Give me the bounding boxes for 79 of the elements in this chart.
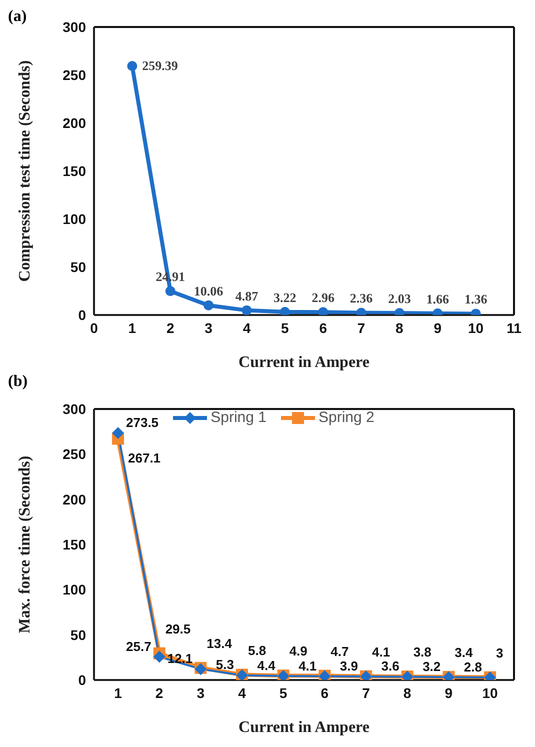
x-tick-label: 2 [166, 320, 174, 336]
x-tick-label: 10 [482, 684, 498, 701]
y-tick-label: 200 [62, 114, 86, 131]
point [242, 305, 252, 315]
point [280, 306, 290, 315]
data-label: 259.39 [142, 58, 178, 73]
x-tick-label: 0 [90, 320, 98, 336]
y-tick-label: 0 [78, 672, 86, 688]
legend-label: Spring 1 [210, 409, 266, 426]
data-label: 5.3 [216, 657, 234, 672]
x-tick-label: 7 [357, 320, 366, 336]
data-label: 25.7 [126, 638, 152, 654]
data-label: 4.1 [298, 658, 317, 674]
x-tick-label: 1 [114, 684, 122, 701]
y-tick-label: 150 [62, 536, 86, 552]
data-label: 13.4 [206, 636, 233, 651]
chart-title: (b) [8, 373, 28, 391]
y-tick-label: 150 [62, 162, 86, 179]
data-label: 4.4 [257, 658, 276, 674]
x-tick-label: 2 [155, 684, 164, 701]
y-tick-label: 200 [62, 491, 86, 508]
point [112, 426, 124, 439]
y-tick-label: 250 [62, 66, 86, 83]
y-tick-label: 50 [70, 258, 86, 275]
x-tick-label: 9 [434, 320, 442, 336]
x-tick-label: 4 [242, 320, 251, 336]
y-axis-title: Max. force time (Seconds) [16, 456, 34, 634]
x-tick-label: 8 [396, 320, 404, 336]
x-tick-label: 8 [403, 684, 412, 701]
data-label: 2.96 [312, 290, 335, 306]
y-tick-label: 100 [62, 210, 86, 227]
x-tick-label: 6 [320, 684, 329, 701]
data-label: 29.5 [165, 621, 191, 636]
data-label: 3.2 [422, 659, 441, 674]
y-tick-label: 100 [62, 582, 86, 598]
data-label: 4.9 [289, 644, 308, 659]
y-tick-label: 0 [78, 306, 86, 323]
x-tick-label: 7 [362, 684, 370, 701]
data-label: 5.8 [248, 642, 266, 658]
x-tick-label: 5 [281, 320, 290, 336]
data-label: 273.5 [126, 414, 159, 430]
data-label: 1.66 [426, 291, 450, 306]
point [165, 286, 176, 296]
x-tick-label: 4 [238, 684, 246, 701]
data-label: 3 [496, 645, 504, 660]
data-label: 267.1 [128, 450, 161, 466]
data-label: 1.36 [464, 292, 488, 307]
x-tick-label: 11 [506, 320, 522, 336]
x-tick-label: 9 [444, 684, 453, 701]
legend-label: Spring 2 [318, 409, 374, 426]
chart-title: (a) [8, 8, 27, 26]
point [204, 300, 214, 310]
point [127, 60, 138, 71]
data-label: 3.8 [413, 644, 432, 660]
data-label: 2.8 [464, 659, 482, 674]
point [153, 650, 166, 663]
y-tick-label: 250 [62, 446, 86, 462]
data-label: 4.1 [372, 644, 390, 660]
data-label: 3.4 [454, 644, 474, 660]
y-tick-label: 50 [70, 626, 86, 643]
data-label: 3.22 [274, 290, 296, 305]
data-label: 3.6 [381, 658, 400, 674]
y-tick-label: 300 [62, 400, 86, 417]
x-tick-label: 3 [204, 320, 213, 336]
y-axis-title: Compression test time (Seconds) [16, 60, 34, 282]
x-tick-label: 1 [128, 320, 136, 336]
data-label: 4.7 [330, 644, 349, 659]
x-tick-label: 10 [468, 320, 484, 336]
data-label: 4.87 [235, 288, 259, 304]
x-tick-label: 3 [196, 684, 205, 701]
data-label: 2.36 [350, 290, 374, 306]
y-tick-label: 300 [62, 18, 86, 35]
x-tick-label: 6 [319, 320, 328, 336]
data-label: 10.06 [194, 283, 224, 298]
x-tick-label: 5 [279, 684, 288, 701]
x-axis-title: Current in Ampere [238, 719, 370, 736]
data-label: 3.9 [340, 658, 358, 674]
x-axis-title: Current in Ampere [238, 354, 370, 371]
data-label: 2.03 [388, 291, 412, 306]
